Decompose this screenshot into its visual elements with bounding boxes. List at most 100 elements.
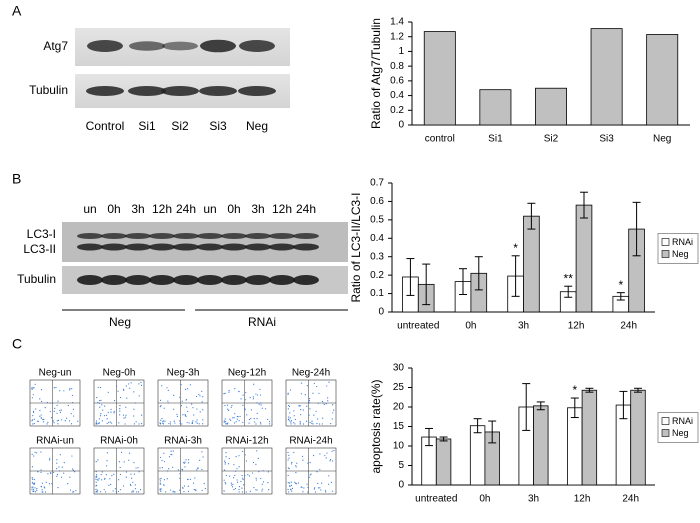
flow-dot [236, 481, 239, 483]
flow-dot [95, 488, 97, 490]
flow-dot [195, 421, 197, 423]
flow-dot [307, 491, 309, 493]
flow-dot [256, 489, 258, 491]
flow-dot [69, 420, 71, 422]
flow-dot [35, 408, 37, 410]
flow-dot [32, 423, 34, 425]
flow-dot [163, 479, 166, 481]
flow-dot [31, 397, 34, 399]
flow-dot [242, 450, 244, 453]
flow-dot [224, 461, 226, 464]
flow-dot [332, 412, 334, 414]
flow-dot [128, 452, 131, 454]
flow-dot [185, 459, 187, 461]
flow-dot [234, 470, 237, 472]
flow-dot [290, 421, 292, 423]
flow-dot [253, 418, 255, 420]
flow-dot [288, 457, 290, 459]
y-tick-label: 1.2 [390, 31, 404, 42]
flow-dot [234, 474, 236, 477]
flow-dot [227, 408, 229, 410]
flow-dot [290, 489, 292, 491]
flow-dot [43, 418, 45, 420]
flow-dot [168, 422, 170, 425]
flow-dot [75, 489, 77, 492]
flow-dot [233, 417, 235, 419]
flow-dot [225, 423, 227, 425]
flow-dot [258, 471, 260, 473]
band [125, 275, 151, 285]
flow-dot [118, 461, 121, 463]
bar [590, 28, 623, 126]
flow-dot [129, 483, 132, 486]
flow-dot [319, 487, 321, 489]
flow-dot [168, 456, 171, 458]
flow-dot [238, 420, 240, 422]
flow-dot [256, 412, 258, 414]
flow-dot [244, 454, 246, 456]
flow-dot [31, 488, 33, 490]
band [101, 275, 127, 285]
flow-dot [317, 418, 319, 420]
flow-dot [199, 459, 201, 461]
flow-dot [288, 482, 291, 484]
flow-dot [315, 410, 317, 412]
flow-dot [181, 468, 183, 470]
legend-label: RNAi [672, 237, 693, 247]
flow-dot [321, 400, 324, 403]
flow-dot [186, 421, 188, 424]
bar [533, 405, 549, 486]
flow-dot [288, 467, 290, 470]
flow-dot [195, 395, 198, 398]
flow-dot [187, 459, 190, 461]
flow-title: Neg-un [39, 368, 72, 379]
flow-dot [133, 391, 135, 393]
flow-dot [224, 469, 226, 471]
flow-dot [125, 471, 128, 473]
flow-dot [133, 423, 135, 425]
flow-dot [95, 481, 97, 483]
flow-dot [299, 405, 301, 407]
flow-dot [33, 483, 35, 485]
flow-dot [101, 420, 103, 422]
flow-dot [256, 394, 259, 396]
flow-title: Neg-12h [228, 368, 266, 379]
flow-dot [162, 420, 164, 423]
flow-dot [191, 421, 193, 423]
bar [523, 215, 540, 313]
flow-dot [301, 486, 303, 488]
y-axis-label: Ratio of Atg7/Tubulin [369, 18, 383, 129]
flow-dot [256, 418, 258, 420]
flow-dot [225, 452, 227, 454]
flow-dot [140, 423, 143, 425]
flow-dot [319, 468, 321, 471]
flow-dot [49, 410, 51, 413]
flow-dot [251, 472, 254, 474]
band [238, 86, 276, 96]
flow-dot [39, 398, 41, 400]
legend-swatch [661, 238, 670, 246]
flow-dot [294, 423, 296, 425]
flow-dot [165, 491, 167, 493]
flow-dot [253, 487, 255, 489]
flow-dot [161, 385, 163, 387]
flow-dot [287, 474, 289, 477]
flow-dot [119, 466, 121, 469]
flow-dot [49, 458, 51, 460]
flow-dot [238, 486, 241, 488]
flow-dot [56, 412, 58, 414]
flow-dot [123, 461, 125, 463]
flow-dot [187, 462, 190, 464]
blot-strip [62, 222, 348, 262]
flow-dot [159, 478, 161, 480]
flow-dot [135, 421, 137, 423]
flow-dot [130, 382, 132, 384]
flow-dot [123, 417, 125, 419]
flow-dot [179, 420, 181, 422]
flow-dot [59, 411, 62, 413]
flow-dot [224, 404, 226, 407]
flow-title: RNAi-12h [225, 436, 268, 447]
flow-dot [135, 467, 137, 469]
flow-dot [103, 415, 106, 417]
flow-dot [188, 422, 190, 424]
